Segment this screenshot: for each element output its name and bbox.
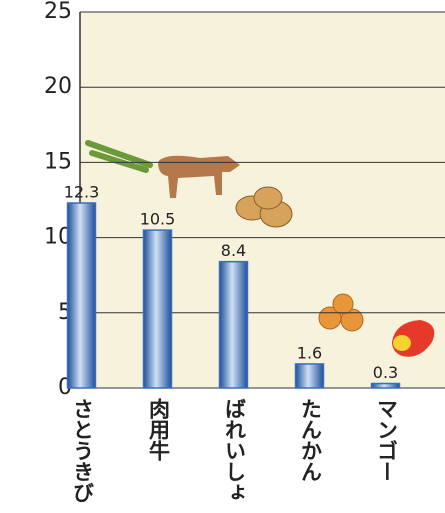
bar (370, 382, 401, 389)
bar (66, 202, 97, 389)
value-label: 0.3 (373, 363, 398, 382)
y-tick-label: 15 (44, 149, 72, 174)
decoration (85, 140, 435, 357)
x-tick-label: マンゴー (375, 398, 399, 482)
x-tick-label: さとうきび (71, 398, 95, 503)
bar (294, 363, 325, 389)
x-tick-label: たんかん (299, 398, 323, 482)
y-tick-label: 20 (44, 74, 72, 99)
value-label: 8.4 (221, 241, 246, 260)
y-tick-label: 25 (44, 0, 72, 24)
value-label: 1.6 (297, 343, 322, 362)
x-tick-label: 肉用牛 (147, 398, 171, 461)
bar (218, 260, 249, 389)
x-tick-label: ばれいしょ (223, 398, 247, 503)
value-label: 12.3 (64, 183, 100, 202)
value-label: 10.5 (140, 210, 176, 229)
bar (142, 229, 173, 389)
